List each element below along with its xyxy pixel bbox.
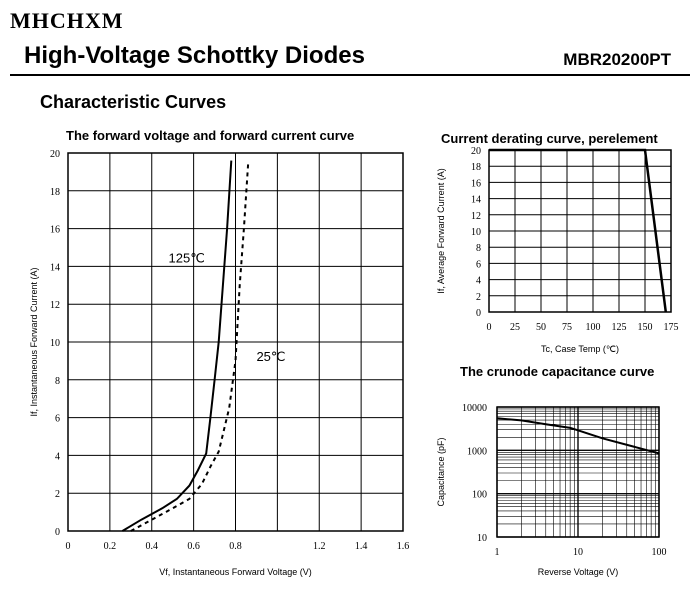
x-tick-label: 150 [638,322,653,333]
y-tick-label: 10 [471,227,481,238]
y-tick-label: 20 [471,146,481,157]
x-tick-label: 100 [586,322,601,333]
y-tick-label: 8 [55,376,60,387]
capacitance-chart-title: The crunode capacitance curve [460,364,655,379]
y-tick-label: 100 [472,490,487,501]
capacitance-chart: 10 100 1000 10000 1 10 100 Reverse Voltage (V) C… [436,403,667,577]
y-tick-label: 0 [476,308,481,319]
series-25c-line [130,164,250,532]
x-tick-label: 0.6 [187,541,200,552]
x-tick-label: 0 [66,541,71,552]
y-tick-label: 14 [471,195,481,206]
x-axis-label: Vf, Instantaneous Forward Voltage (V) [159,567,312,577]
x-tick-label: 1.4 [355,541,368,552]
y-axis-label: If, Instantaneous Forward Current (A) [29,267,39,416]
y-tick-label: 12 [471,211,481,222]
derating-line [489,148,668,313]
y-tick-label: 12 [50,300,60,311]
x-tick-label: 75 [562,322,572,333]
y-tick-label: 10000 [462,403,487,414]
page-title: High-Voltage Schottky Diodes [24,42,365,69]
section-title: Characteristic Curves [40,92,227,112]
y-axis-label: If, Average Forward Current (A) [436,168,446,293]
y-tick-label: 2 [55,489,60,500]
y-tick-label: 4 [55,451,60,462]
x-tick-label: 50 [536,322,546,333]
x-tick-label: 0 [487,322,492,333]
y-tick-label: 20 [50,149,60,160]
x-axis-label: Tc, Case Temp (℃) [541,344,619,354]
y-tick-label: 14 [50,262,60,273]
current-derating-chart: 0 2 4 6 8 10 12 14 16 18 20 0 25 50 75 100 125 150 175 Tc, … [436,146,679,354]
forward-voltage-chart: 0 2 4 6 8 10 12 14 16 18 20 0 0.2 0.4 0.6 0.8 1.2 1.4 1.6 V… [29,149,409,577]
series-label-25c: 25℃ [256,349,285,364]
y-tick-label: 10 [50,338,60,349]
plot-frame [67,152,404,532]
y-tick-label: 1000 [467,446,487,457]
x-tick-label: 100 [652,547,667,558]
y-tick-label: 8 [476,243,481,254]
x-tick-label: 0.4 [146,541,159,552]
y-tick-label: 18 [50,187,60,198]
x-tick-label: 1.2 [313,541,326,552]
header-divider [10,74,690,76]
x-tick-label: 25 [510,322,520,333]
series-label-125c: 125℃ [169,251,205,266]
derating-chart-title: Current derating curve, perelement [441,131,658,146]
forward-chart-title: The forward voltage and forward current … [66,128,355,143]
x-tick-label: 1 [495,547,500,558]
y-tick-label: 10 [477,533,487,544]
part-number: MBR20200PT [563,50,671,69]
y-tick-label: 6 [55,414,60,425]
y-tick-label: 0 [55,527,60,538]
x-tick-label: 175 [664,322,679,333]
y-tick-label: 6 [476,259,481,270]
brand-logo: MHCHXM [10,8,124,33]
y-tick-label: 16 [471,178,481,189]
series-125c-line [121,160,233,532]
x-tick-label: 10 [573,547,583,558]
y-tick-label: 4 [476,276,481,287]
x-tick-label: 0.8 [229,541,242,552]
x-tick-label: 1.6 [397,541,410,552]
x-tick-label: 0.2 [104,541,117,552]
capacitance-line [496,417,660,455]
y-tick-label: 2 [476,292,481,303]
y-axis-label: Capacitance (pF) [436,437,446,506]
x-axis-label: Reverse Voltage (V) [538,567,619,577]
y-tick-label: 16 [50,225,60,236]
plot-frame [496,406,660,538]
x-tick-label: 125 [612,322,627,333]
y-tick-label: 18 [471,162,481,173]
